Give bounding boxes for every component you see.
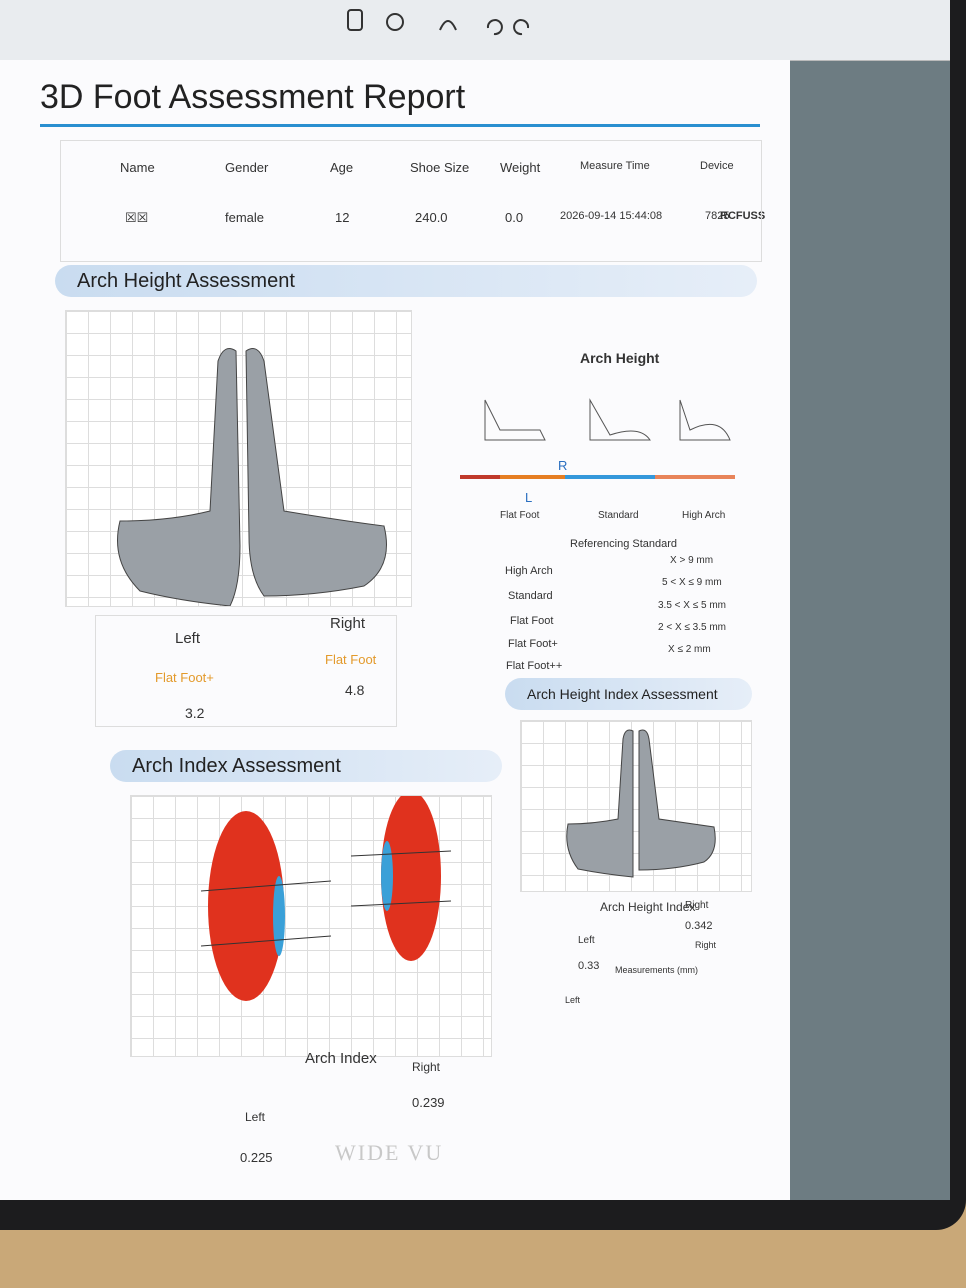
info-value: ☒☒ <box>125 210 149 225</box>
reference-name: Flat Foot++ <box>506 660 563 672</box>
left-foot-3d <box>566 729 634 878</box>
report-title: 3D Foot Assessment Report <box>40 78 466 116</box>
section-title: Arch Index Assessment <box>110 750 502 782</box>
icon-page[interactable] <box>347 9 363 31</box>
left-class: Flat Foot+ <box>155 670 214 685</box>
left-value: 0.33 <box>578 960 600 972</box>
foot-3d-view <box>65 310 412 607</box>
right-foot-3d <box>245 348 387 597</box>
left-label: Left <box>245 1110 266 1124</box>
icon-undo[interactable] <box>486 19 503 36</box>
monitor-brand: WIDE VU <box>335 1140 444 1165</box>
left-footprint <box>208 811 284 1001</box>
left-value: 0.225 <box>240 1150 273 1165</box>
marker: L <box>525 490 533 505</box>
marker: R <box>558 458 568 473</box>
info-value: 240.0 <box>415 210 448 225</box>
arch-height-index-view <box>520 720 752 892</box>
toolbar <box>0 0 950 61</box>
index-line <box>200 880 332 892</box>
reference-range: X > 9 mm <box>670 555 714 566</box>
title-rule <box>40 124 760 127</box>
index-line <box>350 850 452 857</box>
toolbar-icons <box>347 9 530 36</box>
right-value: 0.239 <box>412 1095 445 1110</box>
table-footer: Measurements (mm) <box>615 965 699 975</box>
index-line <box>200 935 332 947</box>
left-foot-3d <box>117 348 241 607</box>
arch-height-result-table <box>95 615 397 727</box>
foot-3d-shape <box>117 348 387 607</box>
info-value: 12 <box>335 210 350 225</box>
reference-range: 3.5 < X ≤ 5 mm <box>658 600 727 611</box>
right-footprint <box>381 791 441 961</box>
reference-name: Flat Foot <box>510 615 554 627</box>
right-value: 4.8 <box>345 682 365 698</box>
foot-icon <box>679 399 731 441</box>
scale-segment <box>460 475 500 479</box>
info-header: Shoe Size <box>410 160 470 175</box>
info-value: 0.0 <box>505 210 524 225</box>
info-header: Name <box>120 160 155 175</box>
logo: RCFUSS <box>720 210 766 222</box>
info-table <box>60 140 762 262</box>
left-value: 3.2 <box>185 705 205 721</box>
arch-index-view <box>130 791 492 1057</box>
icon-rotate[interactable] <box>386 13 404 31</box>
arch-region <box>381 841 393 911</box>
scale-label: Flat Foot <box>500 510 540 521</box>
info-header: Weight <box>500 160 541 175</box>
report-page: 3D Foot Assessment Report RCFUSS Name Ge… <box>0 60 790 1200</box>
right-label: Right <box>685 900 709 911</box>
scale-label: High Arch <box>682 510 726 521</box>
reference-name: Standard <box>508 590 553 602</box>
reference-name: Flat Foot+ <box>508 638 558 650</box>
right-foot-3d <box>638 729 716 871</box>
info-header: Age <box>330 160 354 175</box>
reference-range: X ≤ 2 mm <box>668 644 711 655</box>
section-title: Arch Height Assessment <box>55 265 757 297</box>
foot-icon <box>589 398 651 441</box>
info-header: Device <box>700 160 734 172</box>
table-footer: Right <box>695 940 717 950</box>
reference-title: Referencing Standard <box>570 538 678 550</box>
index-line <box>350 900 452 907</box>
right-label: Right <box>330 615 366 632</box>
right-label: Right <box>412 1060 441 1074</box>
reference-range: 5 < X ≤ 9 mm <box>662 577 722 588</box>
info-value: female <box>225 210 265 225</box>
subtitle: Arch Index <box>305 1050 377 1067</box>
left-label: Left <box>175 630 201 647</box>
scale-segment <box>500 475 565 479</box>
subtitle: Arch Height Index <box>600 900 696 914</box>
arch-height-scale <box>460 398 735 479</box>
info-header: Gender <box>225 160 269 175</box>
chart-title: Arch Height <box>580 350 660 366</box>
section-title: Arch Height Index Assessment <box>505 678 752 710</box>
right-value: 0.342 <box>685 920 713 932</box>
pressure-map <box>200 791 452 1001</box>
screen: 3D Foot Assessment Report RCFUSS Name Ge… <box>0 0 950 1200</box>
table-footer: Left <box>565 995 581 1005</box>
info-value: 7825 <box>705 210 730 222</box>
left-label: Left <box>578 935 595 946</box>
reference-range: 2 < X ≤ 3.5 mm <box>658 622 727 633</box>
info-header: Measure Time <box>580 160 650 172</box>
foot-icon <box>484 399 546 441</box>
icon-draw[interactable] <box>439 20 457 31</box>
foot-3d-shape <box>566 729 716 878</box>
arch-region <box>273 876 285 956</box>
info-value: 2026-09-14 15:44:08 <box>560 210 663 222</box>
scale-label: Standard <box>598 510 639 521</box>
right-class: Flat Foot <box>325 652 377 667</box>
reference-name: High Arch <box>505 565 553 577</box>
icon-redo[interactable] <box>513 19 530 36</box>
scale-segment <box>565 475 655 479</box>
scale-segment <box>655 475 735 479</box>
